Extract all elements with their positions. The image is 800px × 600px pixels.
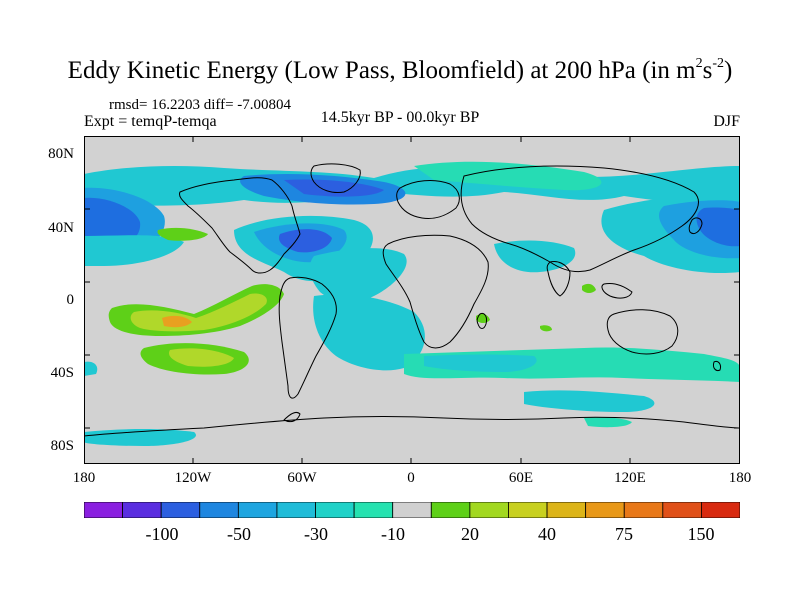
colorbar-swatch (160, 502, 201, 518)
lon-label-180w: 180 (72, 470, 96, 486)
coastlines (84, 163, 740, 437)
colorbar-swatch (315, 502, 355, 518)
field-pos-tropical-pacific-core (162, 315, 192, 328)
field-indian-ocean-cyan (424, 354, 537, 372)
coast-antarctic-peninsula (283, 411, 301, 423)
colorbar-swatch (84, 502, 123, 518)
plot-title: Eddy Kinetic Energy (Low Pass, Bloomfiel… (67, 55, 733, 84)
lon-label-60e: 60E (508, 470, 534, 486)
lat-label-40s: 40S (50, 365, 74, 381)
coast-india (546, 261, 571, 297)
field-south-atlantic-tongue (313, 294, 425, 371)
field-pos-india (582, 283, 596, 293)
colorbar-label-40: 40 (538, 524, 556, 544)
field-eurasia-north (414, 161, 602, 191)
lon-label-120w: 120W (174, 470, 212, 486)
coast-madagascar (476, 313, 487, 329)
colorbar-label-150: 150 (687, 524, 715, 544)
colorbar-swatch (199, 502, 239, 518)
colorbar-label-75: 75 (615, 524, 633, 544)
lat-label-80n: 80N (48, 146, 74, 162)
colorbar-swatch (276, 502, 316, 518)
coast-australia (606, 309, 679, 355)
field-southern-ocean-small (584, 417, 632, 428)
colorbar-swatch (353, 502, 394, 518)
colorbar-swatch (546, 502, 587, 518)
colorbar-label-neg10: -10 (381, 524, 405, 544)
colorbar-label-neg50: -50 (227, 524, 251, 544)
colorbar-swatch (623, 502, 664, 518)
field-southern-ocean-east (524, 390, 655, 412)
colorbar-swatch (430, 502, 471, 518)
colorbar-swatch (122, 502, 162, 518)
rmsd-diff-stats: rmsd= 16.2203 diff= -7.00804 (109, 97, 292, 113)
experiment-label: Expt = temqP-temqa (84, 113, 217, 130)
lon-label-180e: 180 (728, 470, 752, 486)
colorbar-swatch (585, 502, 625, 518)
colorbar-swatch (237, 502, 278, 518)
lon-label-120e: 120E (614, 470, 646, 486)
lat-label-40n: 40N (48, 220, 74, 236)
colorbar-swatch (508, 502, 548, 518)
field-arabia (494, 240, 576, 273)
lat-label-0: 0 (66, 292, 75, 308)
lon-label-0: 0 (407, 470, 415, 486)
map-ticks (84, 136, 740, 464)
coast-north-america (179, 177, 301, 274)
colorbar-swatch (469, 502, 509, 518)
season-label: DJF (713, 113, 740, 130)
coast-asia (460, 165, 699, 273)
map-panel (84, 136, 740, 464)
coast-africa (382, 234, 489, 349)
field-pacific-west-edge-core (84, 197, 141, 247)
coast-japan (688, 217, 703, 235)
colorbar-swatch (701, 502, 740, 518)
coast-new-zealand (713, 361, 721, 371)
field-north-atlantic-core (284, 179, 384, 197)
coast-antarctica (84, 416, 740, 437)
colorbar-label-neg30: -30 (304, 524, 328, 544)
colorbar-label-neg100: -100 (145, 524, 179, 544)
ekd-anomaly-fields (84, 161, 740, 446)
colorbar-swatch (392, 502, 432, 518)
lat-label-80s: 80S (50, 438, 74, 454)
field-south-pacific-edge (84, 361, 98, 376)
coast-south-america (278, 276, 337, 399)
colorbar-label-20: 20 (461, 524, 479, 544)
field-equatorial-atlantic (309, 248, 407, 303)
field-pacific-east-edge-core (696, 207, 740, 247)
coast-europe (396, 180, 460, 219)
field-atlantic-subtropical-core (278, 229, 332, 253)
coast-se-asia (601, 283, 633, 299)
field-pos-north-pacific (157, 227, 208, 241)
colorbar (84, 502, 740, 518)
lon-label-60w: 60W (287, 470, 317, 486)
map-frame (84, 136, 740, 464)
field-pos-south-pacific-mid (168, 348, 234, 367)
coast-greenland (310, 163, 361, 193)
field-pos-australia-west (540, 325, 552, 332)
field-subtropical-pacific (84, 235, 184, 266)
colorbar-swatch (662, 502, 702, 518)
period-label: 14.5kyr BP - 00.0kyr BP (320, 109, 480, 126)
